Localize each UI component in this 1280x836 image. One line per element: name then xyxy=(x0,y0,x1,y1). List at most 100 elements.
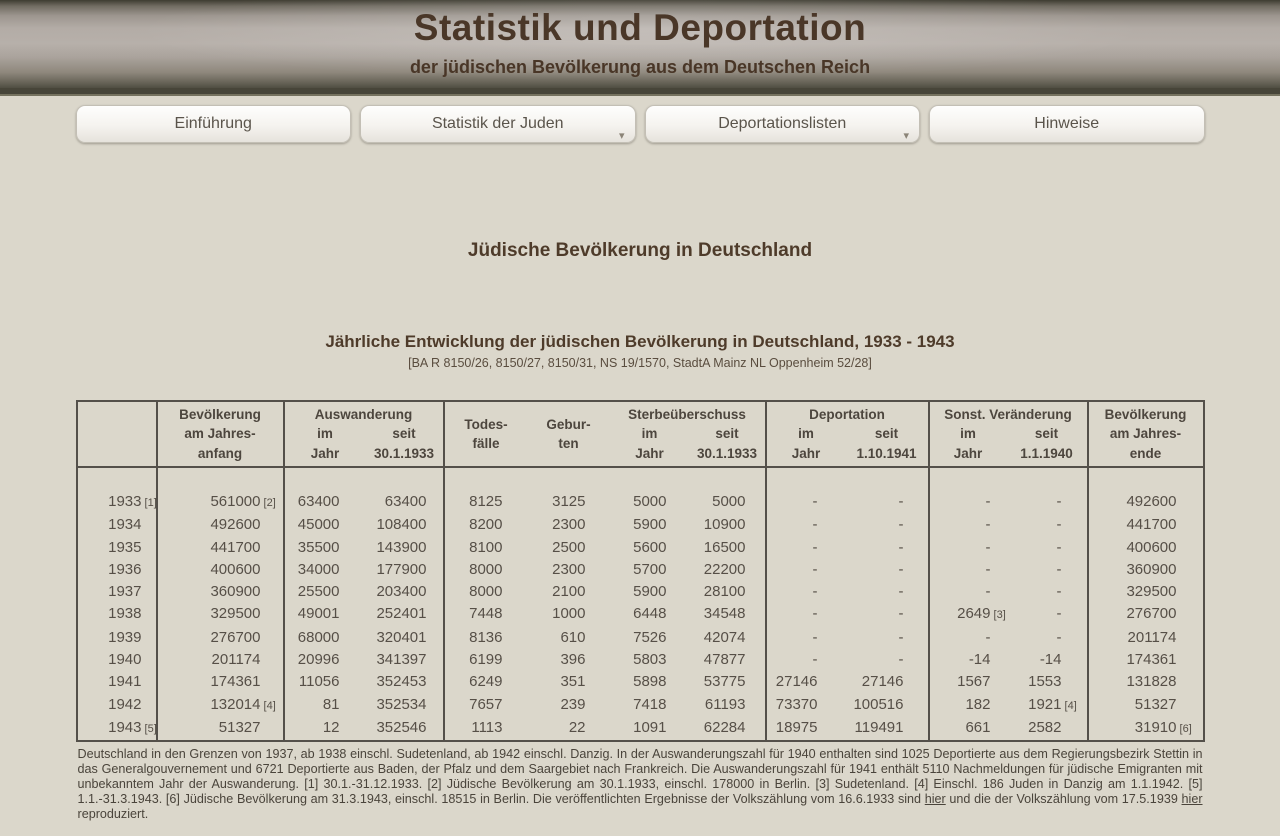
table-cell: - xyxy=(927,581,1007,604)
table-header-row: Bevölkerung am Jahres- anfang Auswanderu… xyxy=(77,402,1203,468)
table-cell: 11056 xyxy=(282,671,366,694)
table-cell: 276700 xyxy=(1086,603,1203,627)
table-cell: 63400 xyxy=(384,493,427,510)
table-cell: - xyxy=(764,491,846,515)
table-cell: 51327 xyxy=(1086,693,1203,717)
chevron-down-icon: ▾ xyxy=(903,130,909,142)
table-cell xyxy=(442,468,528,491)
table-cell: 360900 xyxy=(155,581,283,604)
table-cell: 49001 xyxy=(282,603,366,627)
table-row: 1943 [5] 51327 12 352546 1113 22 1091 62284 1897… xyxy=(78,716,1203,741)
table-cell: 5803 xyxy=(633,651,667,669)
table-cell: 661 xyxy=(927,716,1007,741)
table-row: 1940 201174 20996 341397 6199 396 5803 47877- - -… xyxy=(78,649,1203,672)
footnote-link-hier[interactable]: hier xyxy=(924,791,946,806)
nav-button-3[interactable]: Deportationslisten ▾ xyxy=(644,105,920,143)
column-header-deportation: Deportation im Jahr seit 1.10.1941 xyxy=(764,402,928,466)
table-cell: -14 xyxy=(927,649,1007,672)
column-header-geburten: Gebur- ten xyxy=(546,416,591,452)
table-cell xyxy=(846,468,928,491)
chevron-down-icon: ▾ xyxy=(618,130,625,142)
table-cell: 63400 xyxy=(282,491,366,515)
table-cell: 73370 xyxy=(764,693,846,717)
nav-button-1[interactable]: Einführung xyxy=(75,105,351,143)
table-cell: 351 xyxy=(560,673,586,691)
nav-button-label: Einführung xyxy=(174,115,252,132)
table-cell xyxy=(764,468,846,491)
table-cell: 1113 xyxy=(442,716,528,741)
population-statistics-table: Bevölkerung am Jahres- anfang Auswanderu… xyxy=(75,400,1205,743)
table-cell xyxy=(610,468,690,491)
table-cell: 6448 xyxy=(633,605,667,623)
table-row: 1935 441700 35500 143900 8100 2500 5600 16500- -… xyxy=(78,536,1203,559)
nav-button-label: Hinweise xyxy=(1034,115,1100,132)
table-cell: 320401 xyxy=(376,628,427,646)
site-header: Statistik und Deportation der jüdischen … xyxy=(0,0,1280,88)
table-cell: 5900 xyxy=(633,583,667,601)
table-cell: - xyxy=(1056,493,1062,510)
table-cell: 352453 xyxy=(376,673,427,691)
table-cell: 143900 xyxy=(376,538,427,556)
table-cell: 53775 xyxy=(703,673,746,691)
table-title: Jährliche Entwicklung der jüdischen Bevö… xyxy=(325,332,955,351)
table-cell: 51327 xyxy=(155,716,283,741)
table-cell: - xyxy=(927,536,1007,559)
footnote-segment: und die der Volkszählung vom 17.5.1939 xyxy=(945,791,1182,806)
table-cell: 441700 xyxy=(155,536,283,559)
table-cell: 5000 xyxy=(633,493,667,510)
page-title: Jüdische Bevölkerung in Deutschland xyxy=(467,240,813,261)
table-cell: 27146 xyxy=(861,673,904,691)
nav-button-2[interactable]: Statistik der Juden ▾ xyxy=(360,105,636,143)
table-cell: 2300 xyxy=(552,560,586,578)
table-cell: - xyxy=(927,558,1007,582)
table-cell: 5600 xyxy=(633,538,667,556)
table-cell: 61193 xyxy=(704,695,746,713)
table-cell: 8100 xyxy=(442,536,528,559)
table-cell xyxy=(690,468,765,491)
table-cell: 22200 xyxy=(703,560,746,578)
footnote-link-hier[interactable]: hier xyxy=(1181,791,1203,806)
table-cell: 1091 xyxy=(633,718,667,736)
table-cell: 400600 xyxy=(155,558,283,582)
column-header-bevoelkerung-jahresanfang: Bevölkerung am Jahres- anfang xyxy=(155,402,283,466)
table-cell: 239 xyxy=(560,695,586,713)
table-source-reference: [BA R 8150/26, 8150/27, 8150/31, NS 19/1… xyxy=(408,356,872,370)
table-cell: 561000 [2] xyxy=(155,491,283,515)
table-cell: 1934 xyxy=(108,516,142,534)
table-cell: - xyxy=(898,516,904,534)
column-header-todesfaelle: Todes- fälle xyxy=(464,416,508,452)
table-cell: 18975 xyxy=(764,716,846,741)
table-cell: 132014 [4] xyxy=(155,693,283,717)
site-subtitle: der jüdischen Bevölkerung aus dem Deutsc… xyxy=(409,57,871,77)
table-cell: 341397 xyxy=(376,651,427,669)
table-cell: 62284 xyxy=(703,718,746,736)
table-cell: 1939 xyxy=(108,628,142,646)
table-cell: 1567 xyxy=(927,671,1007,694)
table-cell xyxy=(155,468,283,491)
table-body: 1933 [1] 561000 [2] 63400 63400 8125 3125 5000… xyxy=(78,468,1203,741)
table-row: 1942 132014 [4] 81 352534 7657 239 7418 61193 73… xyxy=(78,693,1203,717)
table-cell: 108400 xyxy=(376,516,427,534)
column-header-sterbeueberschuss: Sterbeüberschuss im Jahr seit 30.1.1933 xyxy=(628,406,758,461)
table-cell: -14 xyxy=(1039,651,1062,669)
table-cell: 1921 [4] xyxy=(1028,695,1077,713)
table-cell: 2649 [3] xyxy=(927,603,1007,627)
table-cell: 28100 xyxy=(703,583,746,601)
table-cell: 31910 [6] xyxy=(1086,716,1203,741)
table-cell: - xyxy=(898,605,904,623)
table-cell: 396 xyxy=(560,651,586,669)
table-cell: - xyxy=(927,626,1007,650)
header-divider-line xyxy=(0,94,1280,96)
table-cell: 7657 xyxy=(442,693,528,717)
table-cell: 5900 xyxy=(633,516,667,534)
table-cell: 201174 xyxy=(1086,626,1203,650)
table-cell: 16500 xyxy=(703,538,746,556)
table-cell: 35500 xyxy=(282,536,366,559)
table-cell: 3125 xyxy=(552,493,586,510)
table-cell: 1937 xyxy=(108,583,142,601)
table-row: 1936 400600 34000 177900 8000 2300 5700 22200- -… xyxy=(78,558,1203,582)
table-cell: - xyxy=(764,603,846,627)
table-cell: - xyxy=(1056,583,1062,601)
nav-button-4[interactable]: Hinweise xyxy=(929,105,1205,143)
table-cell: 7418 xyxy=(633,695,667,713)
